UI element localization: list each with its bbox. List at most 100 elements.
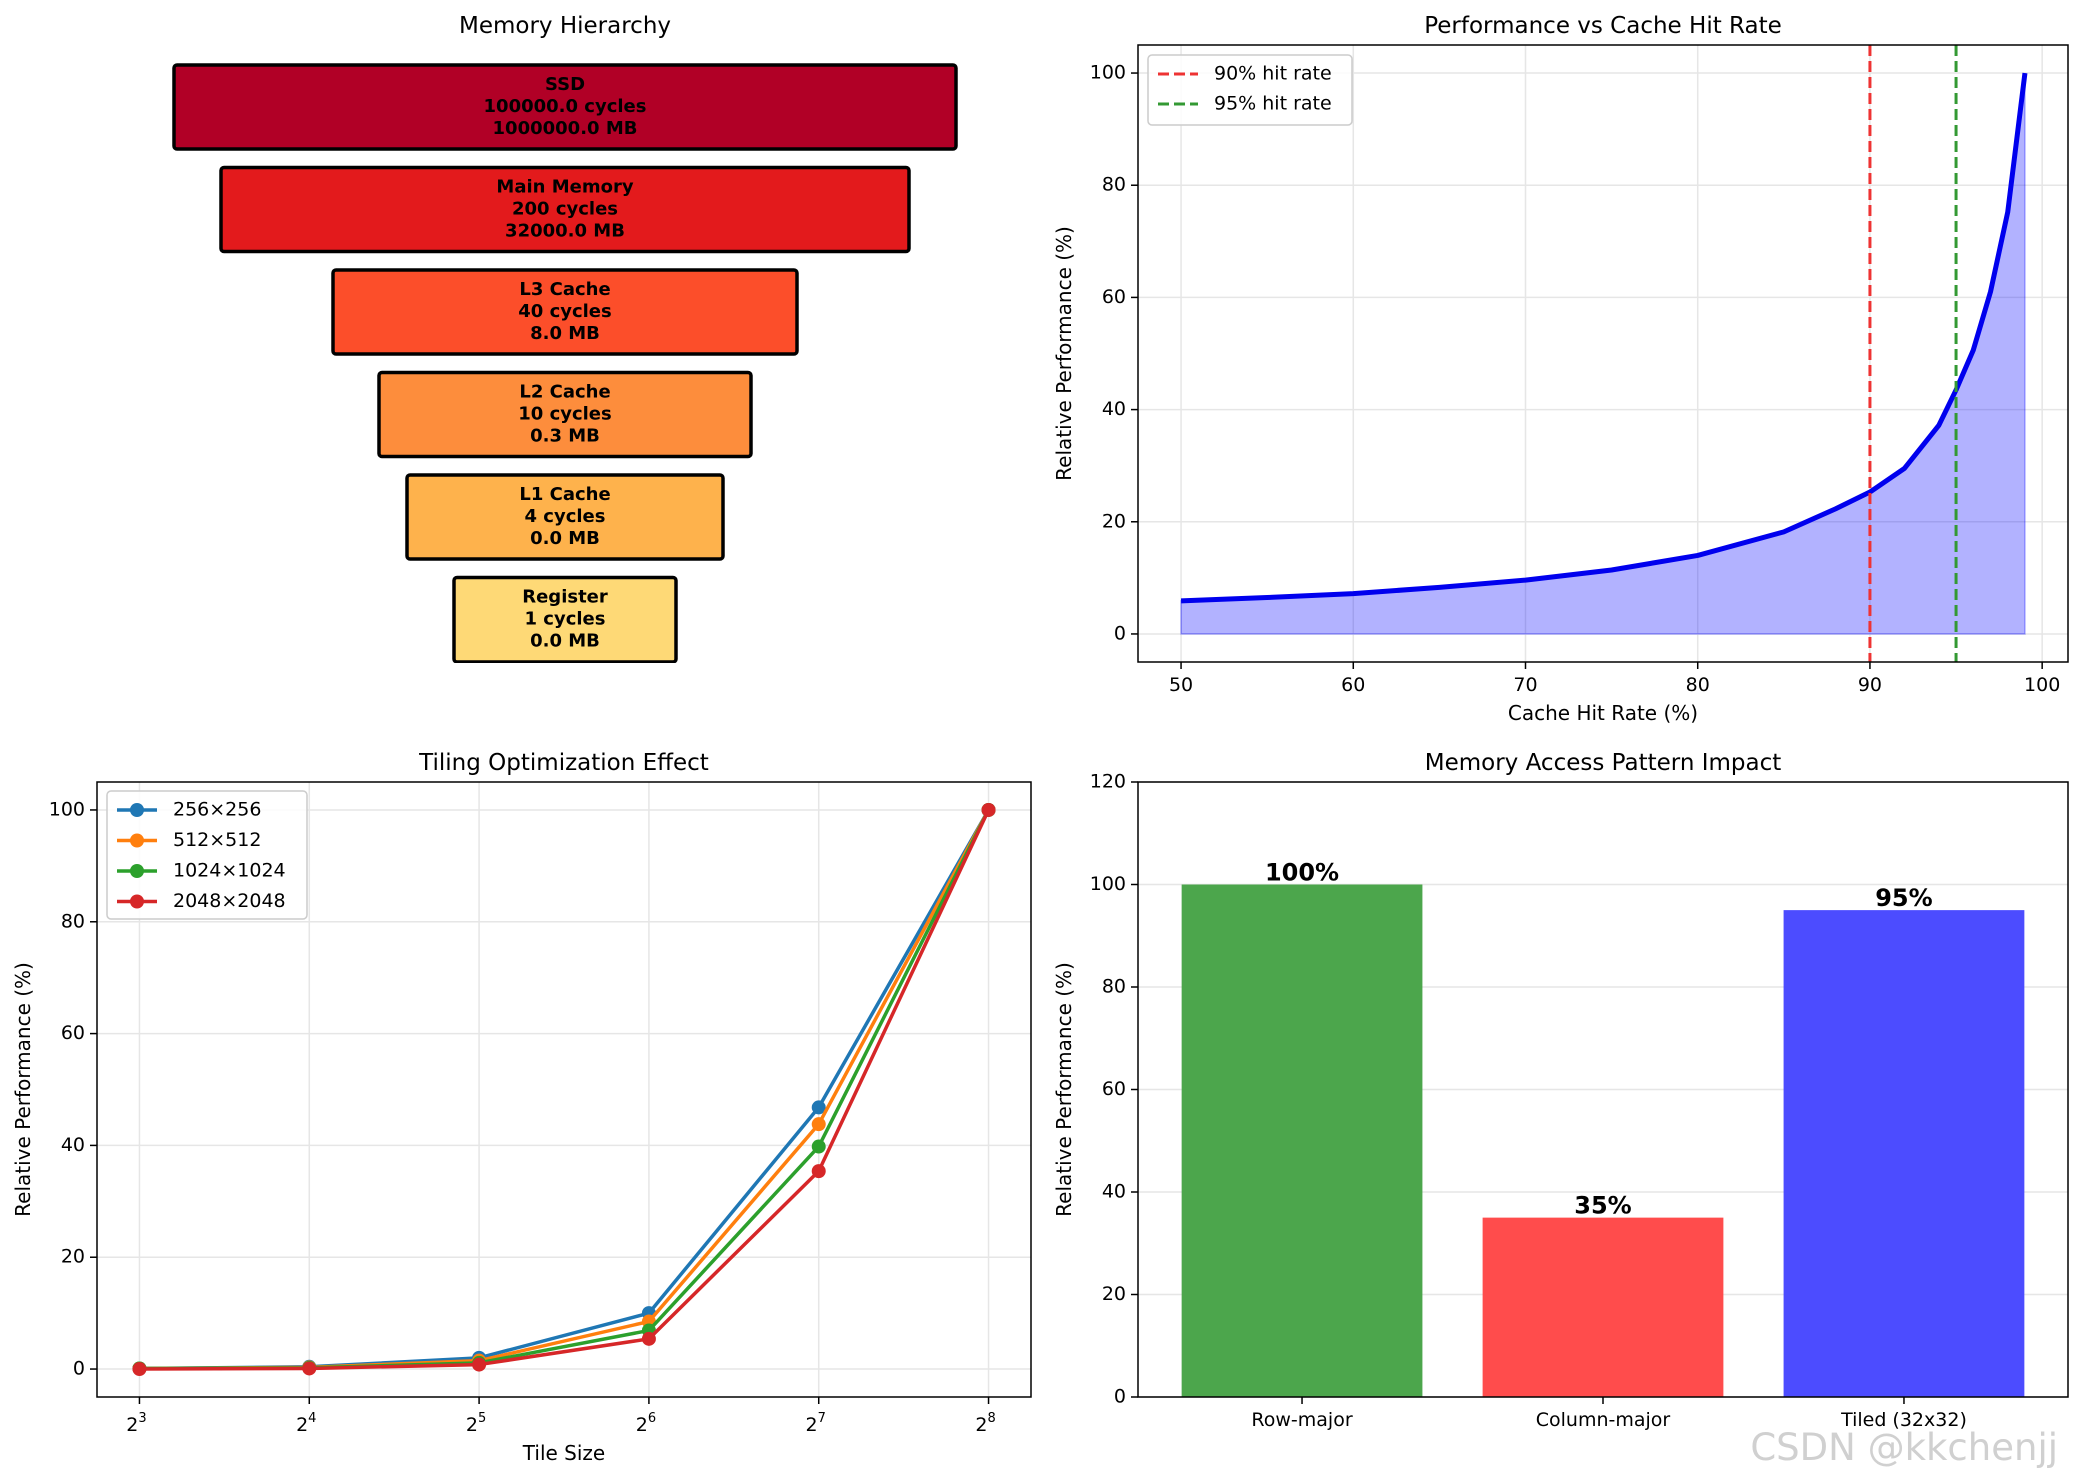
legend-marker [130,864,144,878]
tick-base: 2 [806,1414,818,1436]
level-name-label: L2 Cache [519,382,610,403]
y-tick-label: 0 [1114,622,1126,644]
pyramid-level [172,63,958,151]
x-tick-label: 100 [2024,674,2060,696]
y-tick-label: 60 [61,1022,85,1044]
watermark-text: CSDN @kkchenjj [1750,1426,2058,1469]
level-latency-label: 40 cycles [518,301,611,322]
pyramid-level [452,575,678,664]
data-point [811,1164,826,1179]
x-tick-label: 27 [806,1411,826,1436]
axes-frame [96,781,1032,1398]
level-size-label: 32000.0 MB [505,221,625,242]
axes-frame [1137,781,2069,1398]
tick-base: 2 [636,1414,648,1436]
level-size-label: 1000000.0 MB [493,118,638,139]
y-axis-label: Relative Performance (%) [1052,962,1076,1217]
y-tick-label: 20 [1102,1283,1126,1305]
access-pattern-chart: Memory Access Pattern Impact 0 20 40 60 80 100… [1052,750,2069,1431]
y-tick-label: 80 [1102,174,1126,196]
legend-label: 90% hit rate [1214,63,1332,85]
level-latency-label: 10 cycles [518,404,611,425]
y-tick-label: 20 [1102,510,1126,532]
legend-label: 256×256 [173,799,261,821]
level-latency-label: 100000.0 cycles [484,96,647,117]
y-tick-label: 40 [1102,1181,1126,1203]
x-axis-label: Tile Size [522,1441,605,1465]
y-tick-label: 40 [1102,398,1126,420]
tick-exponent: 8 [987,1411,995,1426]
legend-box [106,790,308,920]
tick-exponent: 3 [138,1411,146,1426]
y-tick-label: 0 [73,1358,85,1380]
y-tick-label: 80 [1102,976,1126,998]
chart-title: Memory Access Pattern Impact [1425,750,1782,776]
hit-rate-chart: Performance vs Cache Hit Rate 50 60 70 80 90 1… [1052,13,2069,725]
data-point [472,1357,487,1372]
data-point [641,1331,656,1346]
y-axis-label: Relative Performance (%) [11,962,35,1217]
legend-marker [130,894,144,909]
axes-frame [1137,44,2069,663]
legend-box [1147,54,1353,126]
legend: 90% hit rate 95% hit rate [1147,54,1353,126]
x-axis-label: Cache Hit Rate (%) [1508,701,1698,725]
pyramid-level [377,370,753,459]
y-tick-label: 100 [49,798,85,820]
x-tick-label: 25 [466,1411,486,1436]
y-tick-label: 60 [1102,286,1126,308]
tick-exponent: 5 [478,1411,486,1426]
x-tick-label: 26 [636,1411,656,1436]
tick-exponent: 4 [308,1411,316,1426]
x-tick-label: 50 [1169,674,1193,696]
legend-label: 95% hit rate [1214,93,1332,115]
tick-base: 2 [126,1414,138,1436]
pyramid-level [219,165,911,254]
level-name-label: SSD [545,74,585,95]
x-tick-label: Column-major [1536,1409,1671,1431]
level-name-label: Main Memory [496,177,633,198]
tick-exponent: 6 [648,1411,656,1426]
tick-base: 2 [296,1414,308,1436]
level-name-label: L1 Cache [519,484,610,505]
axes-clip [0,663,1040,683]
tick-base: 2 [466,1414,478,1436]
x-tick-label: 60 [1341,674,1365,696]
bar [1482,1217,1724,1397]
data-point [811,1117,826,1132]
y-tick-label: 20 [61,1246,85,1268]
legend-label: 512×512 [173,829,261,851]
y-tick-label: 100 [1090,873,1126,895]
data-point [981,802,996,817]
x-tick-label: Tiled (32x32) [1840,1409,1967,1431]
y-axis-label: Relative Performance (%) [1052,226,1076,481]
bar-value-label: 35% [1574,1192,1631,1220]
level-size-label: 8.0 MB [530,323,600,344]
y-tick-label: 40 [61,1134,85,1156]
legend-label: 2048×2048 [173,890,286,912]
level-latency-label: 200 cycles [512,199,618,220]
level-name-label: L3 Cache [519,279,610,300]
chart-title: Memory Hierarchy [459,13,671,39]
data-point [302,1361,317,1376]
legend-marker [130,803,144,817]
level-size-label: 0.3 MB [530,426,600,447]
bar-value-label: 100% [1265,859,1339,887]
x-tick-label: 23 [126,1411,146,1436]
data-point [132,1362,147,1377]
tick-exponent: 7 [818,1411,826,1426]
data-point [811,1100,826,1115]
x-tick-label: 24 [296,1411,316,1436]
level-size-label: 0.0 MB [530,631,600,652]
y-tick-label: 100 [1090,62,1126,84]
level-latency-label: 1 cycles [525,609,606,630]
y-tick-label: 0 [1114,1386,1126,1408]
pyramid-level [331,268,799,356]
level-size-label: 0.0 MB [530,528,600,549]
x-tick-label: 80 [1686,674,1710,696]
legend: 256×256 512×512 1024×1024 2048×2048 [106,790,308,920]
level-name-label: Register [522,587,608,608]
area-fill [1180,72,2026,635]
y-tick-label: 80 [61,910,85,932]
